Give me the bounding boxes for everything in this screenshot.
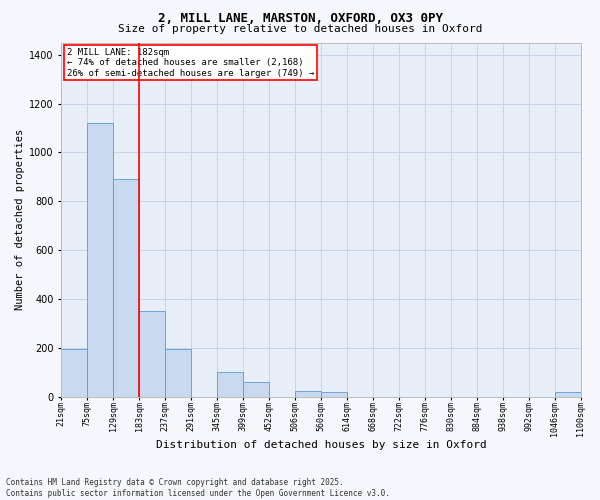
Bar — [113, 180, 139, 396]
Bar — [554, 392, 581, 396]
Bar — [166, 349, 191, 397]
Text: 2 MILL LANE: 182sqm
← 74% of detached houses are smaller (2,168)
26% of semi-det: 2 MILL LANE: 182sqm ← 74% of detached ho… — [67, 48, 314, 78]
Bar — [295, 390, 321, 396]
Bar — [243, 382, 269, 396]
Text: Size of property relative to detached houses in Oxford: Size of property relative to detached ho… — [118, 24, 482, 34]
Bar — [217, 372, 243, 396]
X-axis label: Distribution of detached houses by size in Oxford: Distribution of detached houses by size … — [155, 440, 487, 450]
Y-axis label: Number of detached properties: Number of detached properties — [15, 129, 25, 310]
Bar — [321, 392, 347, 396]
Bar — [88, 123, 113, 396]
Bar — [61, 349, 88, 397]
Bar — [139, 311, 166, 396]
Text: Contains HM Land Registry data © Crown copyright and database right 2025.
Contai: Contains HM Land Registry data © Crown c… — [6, 478, 390, 498]
Text: 2, MILL LANE, MARSTON, OXFORD, OX3 0PY: 2, MILL LANE, MARSTON, OXFORD, OX3 0PY — [157, 12, 443, 26]
